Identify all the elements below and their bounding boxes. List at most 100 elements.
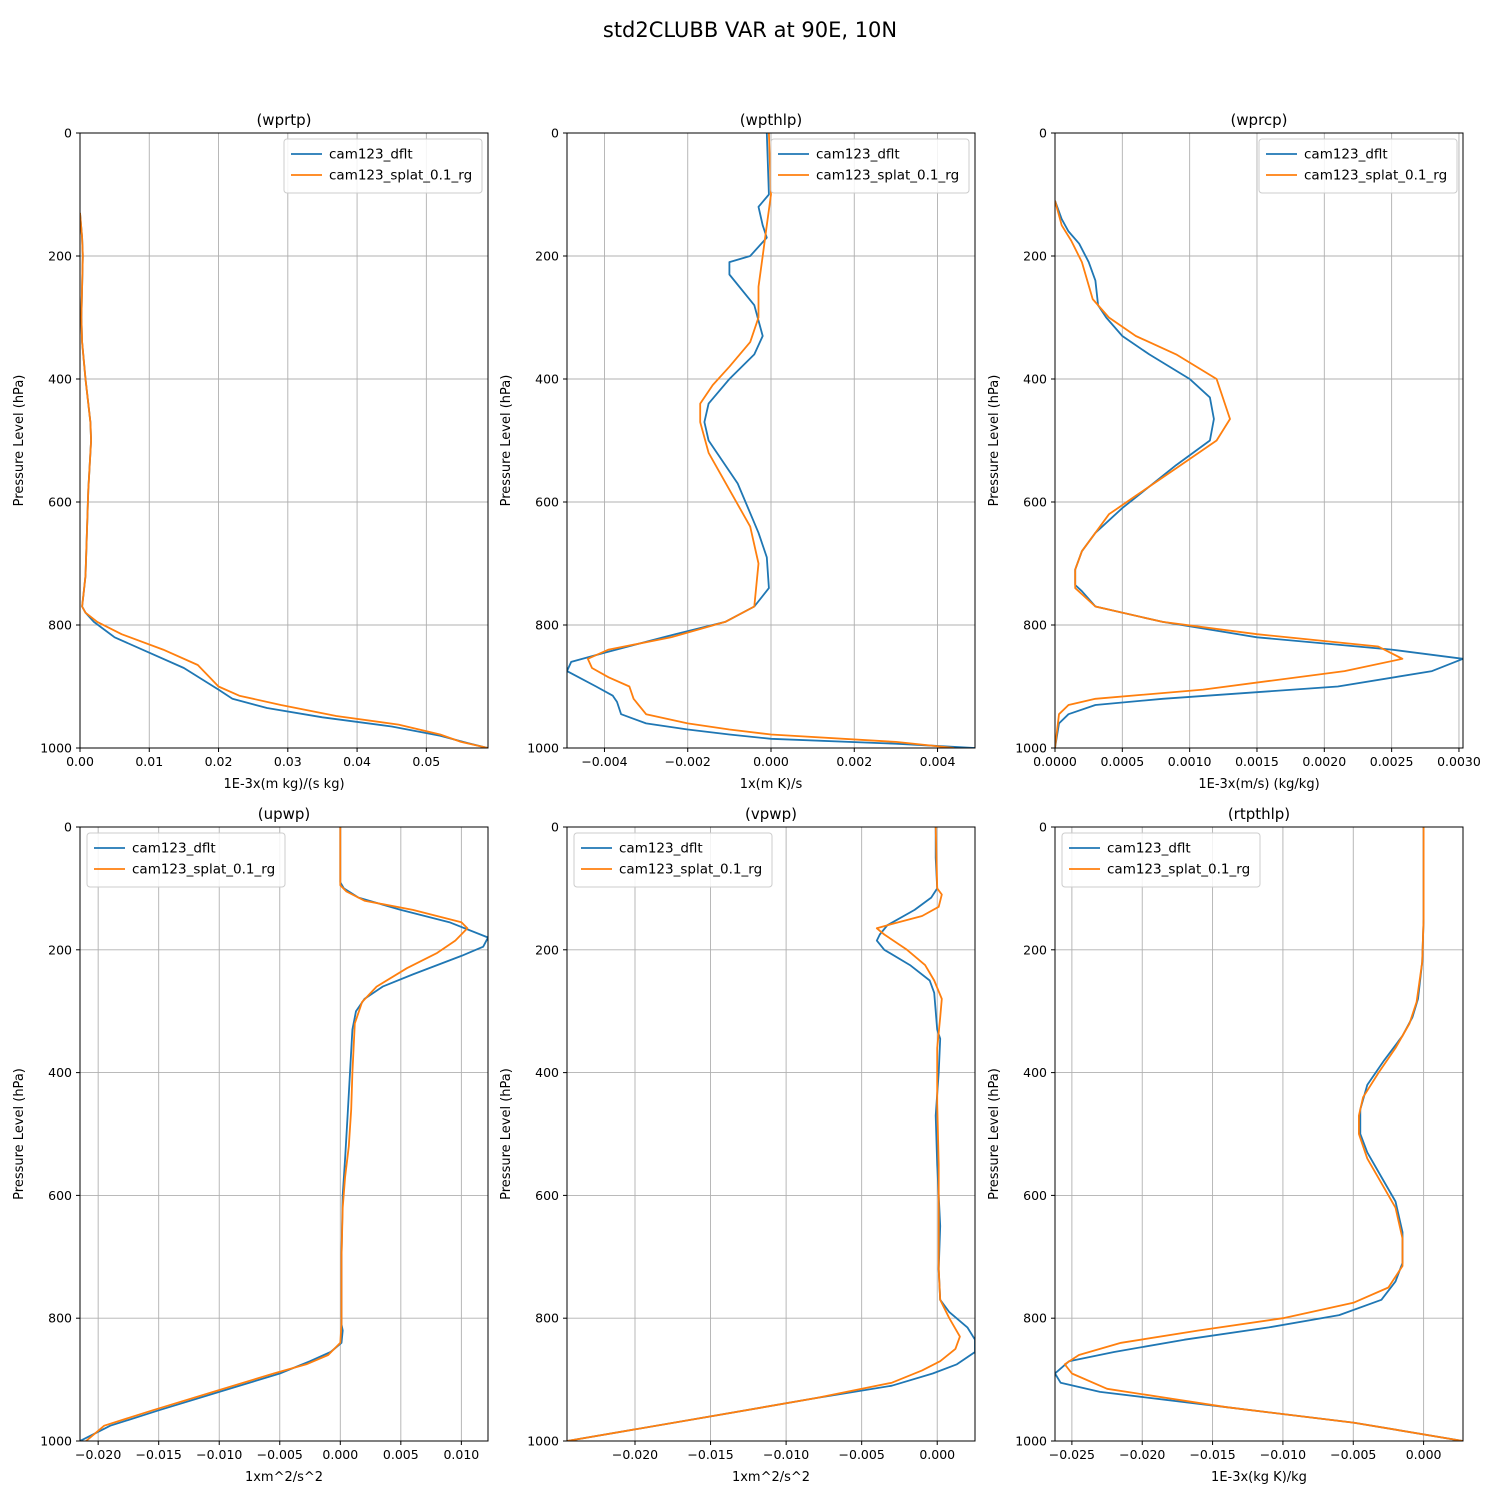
legend-label: cam123_dflt <box>329 147 413 163</box>
axes-frame <box>79 132 489 749</box>
legend: cam123_dflt cam123_splat_0.1_rg <box>1258 138 1458 194</box>
y-axis-label: Pressure Level (hPa) <box>987 1068 1002 1200</box>
y-tick-label: 1000 <box>40 741 72 756</box>
x-axis-label: 1x(m K)/s <box>740 777 803 792</box>
x-tick-label: −0.010 <box>763 1447 809 1462</box>
y-axis-label: Pressure Level (hPa) <box>499 1068 514 1200</box>
x-tick-label: 0.0000 <box>1033 754 1077 769</box>
y-tick-label: 1000 <box>527 741 559 756</box>
x-tick-label: 0.01 <box>135 754 163 769</box>
axes-frame <box>566 132 976 749</box>
series-line-cam123-splat <box>1055 200 1404 748</box>
x-tick-label: −0.005 <box>839 1447 885 1462</box>
y-tick-label: 200 <box>535 249 559 264</box>
panel-title: (vpwp) <box>745 805 797 823</box>
x-tick-label: −0.015 <box>1189 1447 1235 1462</box>
legend-box <box>86 832 286 888</box>
y-tick-label: 600 <box>535 495 559 510</box>
y-tick-label: 400 <box>1023 1065 1047 1080</box>
x-tick-label: 0.0030 <box>1437 754 1481 769</box>
y-tick-label: 1000 <box>1015 1434 1047 1449</box>
x-tick-label: −0.010 <box>1260 1447 1306 1462</box>
axes-frame <box>566 826 976 1442</box>
y-tick-label: 600 <box>1023 1188 1047 1203</box>
x-tick-label: 0.0010 <box>1168 754 1212 769</box>
y-tick-label: 1000 <box>1015 741 1047 756</box>
y-tick-label: 0 <box>551 126 559 141</box>
x-tick-label: 0.03 <box>274 754 302 769</box>
panel-upwp: −0.020 −0.015 −0.010 −0.005 0.000 0.005 0.010 0… <box>12 805 489 1485</box>
x-tick-label: −0.005 <box>1330 1447 1376 1462</box>
series-line-cam123-splat <box>1063 827 1463 1441</box>
x-tick-label: 0.004 <box>920 754 956 769</box>
series-line-cam123-dflt <box>567 133 975 748</box>
legend-label: cam123_splat_0.1_rg <box>619 862 762 878</box>
y-tick-label: 1000 <box>40 1434 72 1449</box>
y-tick-label: 1000 <box>527 1434 559 1449</box>
y-tick-label: 800 <box>48 1311 72 1326</box>
x-tick-label: 0.04 <box>343 754 371 769</box>
x-tick-label: 0.002 <box>836 754 872 769</box>
y-tick-label: 800 <box>535 1311 559 1326</box>
x-tick-label: 0.05 <box>412 754 440 769</box>
legend-label: cam123_dflt <box>816 147 900 163</box>
legend-label: cam123_splat_0.1_rg <box>1107 862 1250 878</box>
x-tick-label: −0.015 <box>136 1447 182 1462</box>
axes-frame <box>1054 132 1464 749</box>
legend-label: cam123_dflt <box>619 841 703 857</box>
y-tick-label: 600 <box>535 1188 559 1203</box>
legend-box <box>283 138 483 194</box>
series-line-cam123-dflt <box>1055 200 1463 748</box>
x-tick-label: 0.0005 <box>1100 754 1144 769</box>
panel-title: (wpthlp) <box>740 111 803 129</box>
y-tick-label: 800 <box>1023 618 1047 633</box>
panel-vpwp: −0.020 −0.015 −0.010 −0.005 0.000 0 200 400 600 8… <box>499 805 976 1485</box>
x-tick-label: 0.005 <box>383 1447 419 1462</box>
y-axis-label: Pressure Level (hPa) <box>12 375 27 507</box>
x-tick-label: 0.010 <box>443 1447 479 1462</box>
series-line-cam123-splat <box>85 827 469 1441</box>
y-tick-label: 600 <box>1023 495 1047 510</box>
panel-title: (wprtp) <box>256 111 311 129</box>
panel-title: (upwp) <box>258 805 311 823</box>
x-axis-label: 1E-3x(m/s) (kg/kg) <box>1198 777 1319 792</box>
legend-label: cam123_splat_0.1_rg <box>1304 168 1447 184</box>
x-tick-label: −0.020 <box>75 1447 121 1462</box>
series-line-cam123-splat <box>586 133 955 748</box>
y-tick-label: 400 <box>535 372 559 387</box>
series-line-cam123-splat <box>567 827 961 1441</box>
legend-label: cam123_splat_0.1_rg <box>329 168 472 184</box>
legend: cam123_dflt cam123_splat_0.1_rg <box>1061 832 1261 888</box>
x-tick-label: −0.002 <box>665 754 711 769</box>
y-tick-label: 600 <box>48 1188 72 1203</box>
x-tick-label: 0.000 <box>753 754 789 769</box>
y-axis-label: Pressure Level (hPa) <box>499 375 514 507</box>
legend-box <box>1258 138 1458 194</box>
legend-box <box>573 832 773 888</box>
y-tick-label: 200 <box>48 249 72 264</box>
series-line-cam123-dflt <box>80 827 488 1441</box>
legend: cam123_dflt cam123_splat_0.1_rg <box>86 832 286 888</box>
x-tick-label: −0.004 <box>581 754 627 769</box>
y-tick-label: 0 <box>551 820 559 835</box>
series-line-cam123-splat <box>80 212 488 748</box>
y-tick-label: 400 <box>535 1065 559 1080</box>
panel-title: (rtpthlp) <box>1228 805 1290 823</box>
y-tick-label: 800 <box>48 618 72 633</box>
x-tick-label: 0.000 <box>1406 1447 1442 1462</box>
legend-label: cam123_dflt <box>1107 841 1191 857</box>
panel-wprtp: 0.00 0.01 0.02 0.03 0.04 0.05 0 200 400 600 800 100… <box>12 111 489 792</box>
y-tick-label: 200 <box>535 942 559 957</box>
y-tick-label: 0 <box>64 126 72 141</box>
panel-wpthlp: −0.004 −0.002 0.000 0.002 0.004 0 200 400 600 800… <box>499 111 976 792</box>
x-tick-label: 0.000 <box>919 1447 955 1462</box>
y-tick-label: 0 <box>64 820 72 835</box>
x-axis-label: 1E-3x(m kg)/(s kg) <box>223 777 344 792</box>
legend-label: cam123_splat_0.1_rg <box>132 862 275 878</box>
x-tick-label: 0.02 <box>205 754 233 769</box>
x-tick-label: 0.0015 <box>1235 754 1279 769</box>
y-tick-label: 800 <box>535 618 559 633</box>
x-tick-label: −0.020 <box>612 1447 658 1462</box>
y-tick-label: 0 <box>1039 820 1047 835</box>
